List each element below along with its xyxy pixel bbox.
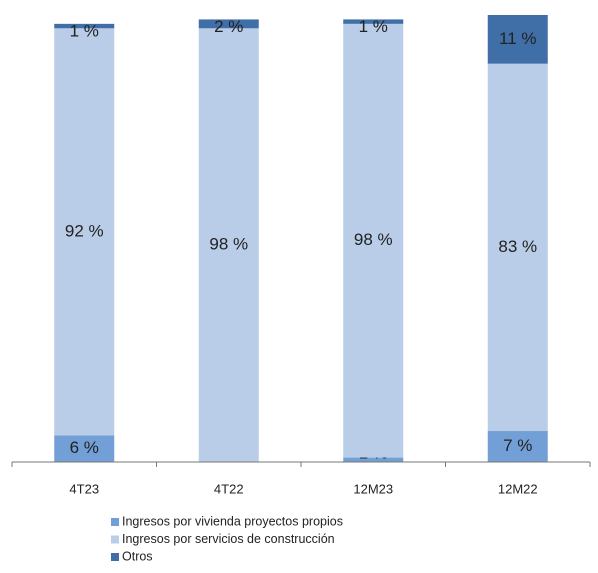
legend-swatch — [111, 535, 119, 544]
value-label: 1 % — [70, 21, 99, 40]
bar-segment — [198, 28, 259, 463]
x-tick-label: 12M23 — [353, 481, 393, 496]
x-tick-label: 12M22 — [498, 481, 538, 496]
legend-swatch — [111, 553, 119, 561]
legend-label: Otros — [122, 549, 153, 563]
bar-segment — [54, 28, 115, 436]
bar-segment — [54, 435, 115, 462]
x-tick-label: 4T23 — [69, 481, 99, 496]
legend-swatch — [111, 518, 119, 526]
value-label: 1 % — [359, 17, 388, 36]
value-label: 92 % — [65, 221, 104, 240]
value-label: 83 % — [498, 237, 537, 256]
x-tick-label: 4T22 — [214, 481, 244, 496]
bar-segment — [343, 23, 404, 458]
bar-segment — [54, 23, 115, 29]
value-label: 11 % — [499, 29, 537, 48]
bar-segment — [343, 19, 404, 24]
bar-segment — [487, 63, 548, 432]
legend-label: Ingresos por vivienda proyectos propios — [122, 514, 343, 528]
bar-segment — [343, 457, 404, 462]
value-label: 98 % — [354, 230, 393, 249]
value-label: 98 % — [209, 235, 248, 254]
legend-label: Ingresos por servicios de construcción — [122, 532, 335, 546]
bar-segment — [487, 15, 548, 64]
value-label: 2 % — [214, 17, 243, 36]
value-label: 7 % — [503, 436, 532, 455]
bar-segment — [198, 19, 259, 29]
value-label: 6 % — [70, 438, 99, 457]
bar-segment — [487, 431, 548, 462]
